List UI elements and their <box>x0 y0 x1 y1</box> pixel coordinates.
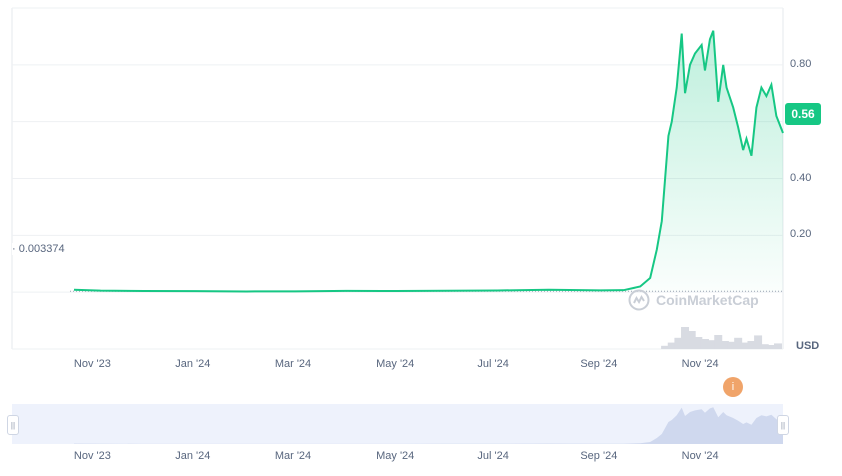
currency-label: USD <box>796 340 819 352</box>
x-tick-label: Mar '24 <box>275 358 311 370</box>
price-area <box>74 31 783 292</box>
y-tick-label: 0.40 <box>790 172 811 184</box>
x-tick-label: Nov '23 <box>74 358 111 370</box>
navigator-right-handle[interactable]: || <box>777 415 789 435</box>
navigator-tick-label: May '24 <box>376 450 414 462</box>
coinmarketcap-watermark: CoinMarketCap <box>628 289 759 311</box>
navigator-tick-label: Nov '24 <box>682 450 719 462</box>
watermark-text: CoinMarketCap <box>656 292 759 308</box>
current-price-badge: 0.56 <box>785 103 821 125</box>
start-price-label: · 0.003374 <box>12 243 67 255</box>
event-marker[interactable]: i <box>723 377 743 397</box>
y-tick-label: 0.80 <box>790 58 811 70</box>
y-tick-label: 0.20 <box>790 228 811 240</box>
x-tick-label: Jul '24 <box>477 358 508 370</box>
x-tick-label: Sep '24 <box>580 358 617 370</box>
coinmarketcap-logo-icon <box>628 289 650 311</box>
x-tick-label: Nov '24 <box>682 358 719 370</box>
navigator-tick-label: Jul '24 <box>477 450 508 462</box>
x-tick-label: May '24 <box>376 358 414 370</box>
navigator-tick-label: Jan '24 <box>175 450 210 462</box>
x-tick-label: Jan '24 <box>175 358 210 370</box>
volume-bar <box>774 343 782 349</box>
navigator-tick-label: Nov '23 <box>74 450 111 462</box>
navigator-left-handle[interactable]: || <box>7 415 19 435</box>
navigator-tick-label: Sep '24 <box>580 450 617 462</box>
navigator-tick-label: Mar '24 <box>275 450 311 462</box>
